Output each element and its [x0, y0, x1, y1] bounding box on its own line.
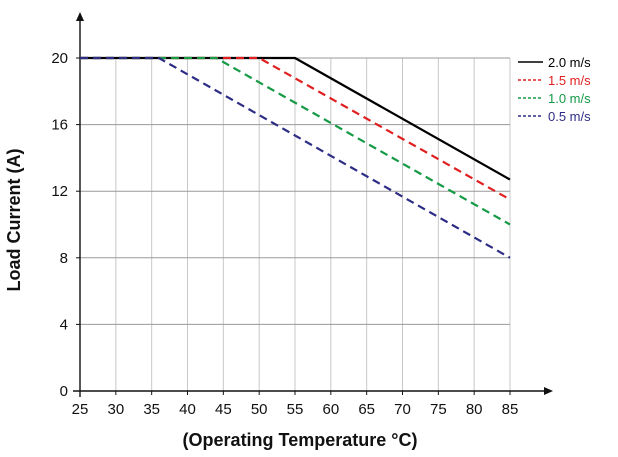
y-axis-arrow — [76, 12, 84, 21]
y-tick-label: 20 — [51, 50, 68, 67]
y-tick-label: 4 — [60, 316, 68, 333]
x-tick-label: 25 — [72, 401, 89, 418]
series-line-0-5-m-s — [80, 56, 511, 259]
x-tick-label: 80 — [466, 401, 483, 418]
x-tick-label: 40 — [179, 401, 196, 418]
x-tick-label: 30 — [107, 401, 124, 418]
series-layer — [80, 56, 511, 259]
x-tick-label: 45 — [215, 401, 232, 418]
y-tick-label: 8 — [60, 250, 68, 267]
x-tick-label: 85 — [502, 401, 519, 418]
legend-label: 0.5 m/s — [548, 109, 591, 124]
x-tick-label: 75 — [430, 401, 447, 418]
legend-label: 1.0 m/s — [548, 91, 591, 106]
x-axis-title: (Operating Temperature °C) — [183, 430, 418, 450]
x-tick-label: 60 — [322, 401, 339, 418]
y-tick-label: 0 — [60, 383, 68, 400]
x-tick-label: 35 — [143, 401, 160, 418]
tick-label-layer: 25 30 35 40 45 50 55 60 65 70 75 80 85 0 4 8 12 16 20 — [51, 50, 518, 418]
x-tick-label: 65 — [358, 401, 375, 418]
grid-layer — [80, 57, 511, 391]
legend: 2.0 m/s 1.5 m/s 1.0 m/s 0.5 m/s — [518, 55, 591, 124]
x-tick-label: 70 — [394, 401, 411, 418]
y-tick-label: 16 — [51, 117, 68, 134]
x-tick-label: 55 — [287, 401, 304, 418]
axis-layer — [73, 12, 553, 397]
x-axis-arrow — [544, 387, 553, 395]
y-tick-label: 12 — [51, 183, 68, 200]
legend-label: 2.0 m/s — [548, 55, 591, 70]
y-axis-title: Load Current (A) — [4, 149, 24, 292]
x-tick-label: 50 — [251, 401, 268, 418]
legend-label: 1.5 m/s — [548, 73, 591, 88]
